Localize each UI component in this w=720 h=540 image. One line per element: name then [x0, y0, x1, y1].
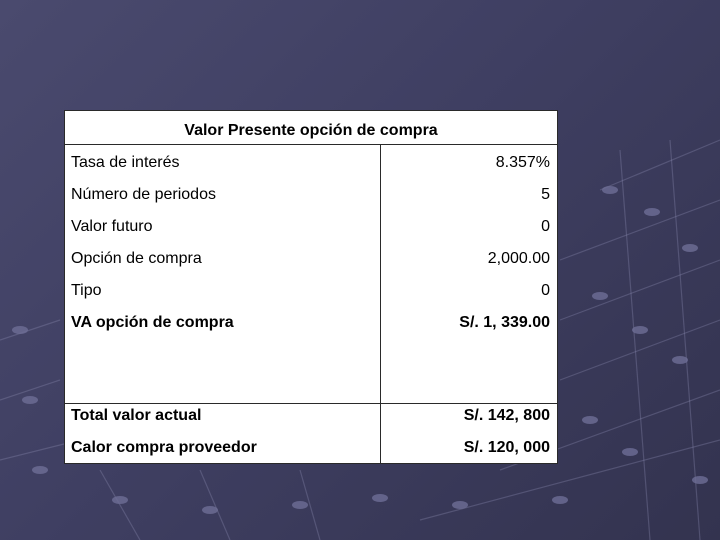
row-label-total-valor: Total valor actual: [71, 407, 202, 424]
row-label-va-opcion: VA opción de compra: [71, 314, 234, 331]
row-label-periodos: Número de periodos: [71, 186, 216, 203]
row-value-valor-futuro: 0: [541, 218, 550, 235]
row-divider-va: [65, 403, 557, 404]
row-value-opcion-compra: 2,000.00: [487, 250, 550, 267]
row-value-va-opcion: S/. 1, 339.00: [459, 314, 550, 331]
row-label-opcion-compra: Opción de compra: [71, 250, 202, 267]
row-value-periodos: 5: [541, 186, 550, 203]
row-value-tasa: 8.357%: [495, 154, 550, 171]
row-value-calor-compra: S/. 120, 000: [463, 439, 550, 456]
row-label-valor-futuro: Valor futuro: [71, 218, 153, 235]
row-label-calor-compra: Calor compra proveedor: [71, 439, 257, 456]
valor-presente-table: Valor Presente opción de compra Tasa de …: [64, 110, 558, 464]
table-title: Valor Presente opción de compra: [184, 122, 438, 139]
title-divider: [65, 144, 557, 145]
row-value-tipo: 0: [541, 282, 550, 299]
column-divider: [380, 145, 381, 463]
row-value-total-valor: S/. 142, 800: [463, 407, 550, 424]
row-label-tasa: Tasa de interés: [71, 154, 180, 171]
row-label-tipo: Tipo: [71, 282, 102, 299]
